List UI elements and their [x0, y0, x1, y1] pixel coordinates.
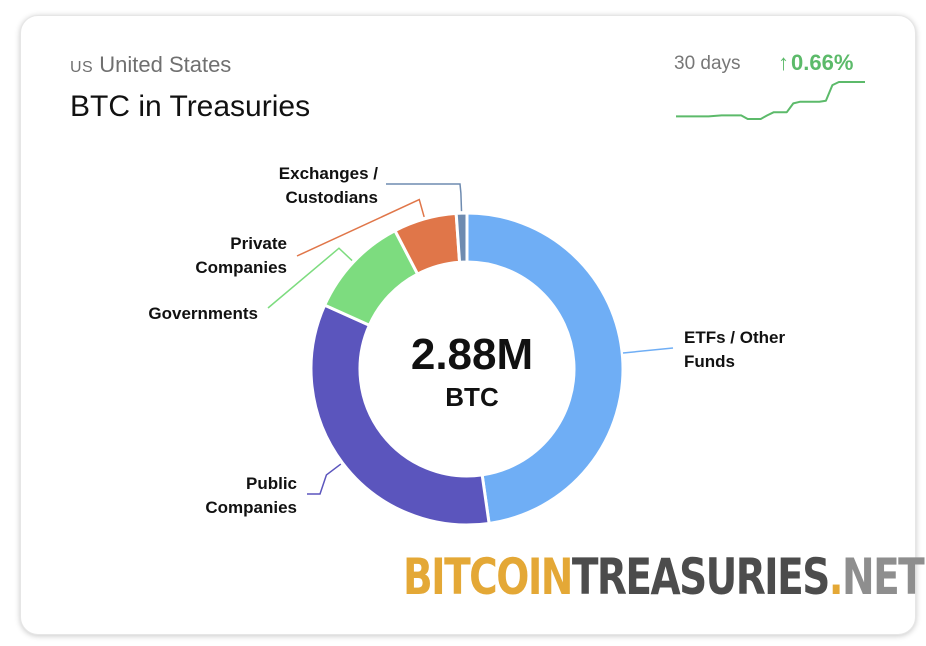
label-public-line2: Companies [205, 498, 297, 517]
label-private-line2: Companies [195, 258, 287, 277]
slice-etfs [465, 211, 625, 525]
sparkline-series [676, 81, 865, 120]
country-name: United States [99, 52, 232, 77]
arrow-up-icon: ↑ [778, 50, 789, 75]
donut-chart [309, 211, 625, 527]
label-private-line1: Private [230, 234, 287, 253]
brand-logo: BITCOINTREASURIES.NET [403, 548, 925, 606]
chart-card [20, 15, 916, 635]
label-etfs-line1: ETFs / Other [684, 328, 786, 347]
label-etfs-line2: Funds [684, 352, 735, 371]
leader-lines [267, 183, 674, 495]
label-private: Private Companies [148, 232, 287, 280]
total-value: 2.88M [410, 330, 534, 379]
slice-public [309, 303, 491, 527]
change-indicator: ↑0.66% [778, 50, 853, 76]
label-governments-line1: Governments [148, 304, 258, 323]
label-exchanges-line1: Exchanges / [278, 164, 378, 183]
label-governments: Governments [118, 302, 258, 326]
label-public-line1: Public [245, 474, 297, 493]
label-exchanges: Exchanges / Custodians [240, 162, 378, 210]
page-title: BTC in Treasuries [70, 90, 311, 123]
country-label: US United States [70, 52, 231, 78]
total-unit: BTC [445, 382, 499, 412]
change-value: 0.66% [791, 50, 854, 75]
leader-line-governments [267, 247, 353, 309]
label-etfs: ETFs / Other Funds [684, 326, 785, 374]
label-exchanges-line2: Custodians [285, 188, 378, 207]
country-code: US [70, 59, 94, 76]
sparkline-chart [676, 81, 865, 120]
leader-line-etfs [622, 347, 674, 354]
leader-line-exchanges [386, 183, 463, 212]
leader-line-private [296, 198, 425, 257]
leader-line-public [307, 463, 342, 495]
slice-exchanges [454, 211, 469, 264]
period-selector[interactable]: 30 days [674, 53, 741, 74]
label-public: Public Companies [168, 472, 297, 520]
